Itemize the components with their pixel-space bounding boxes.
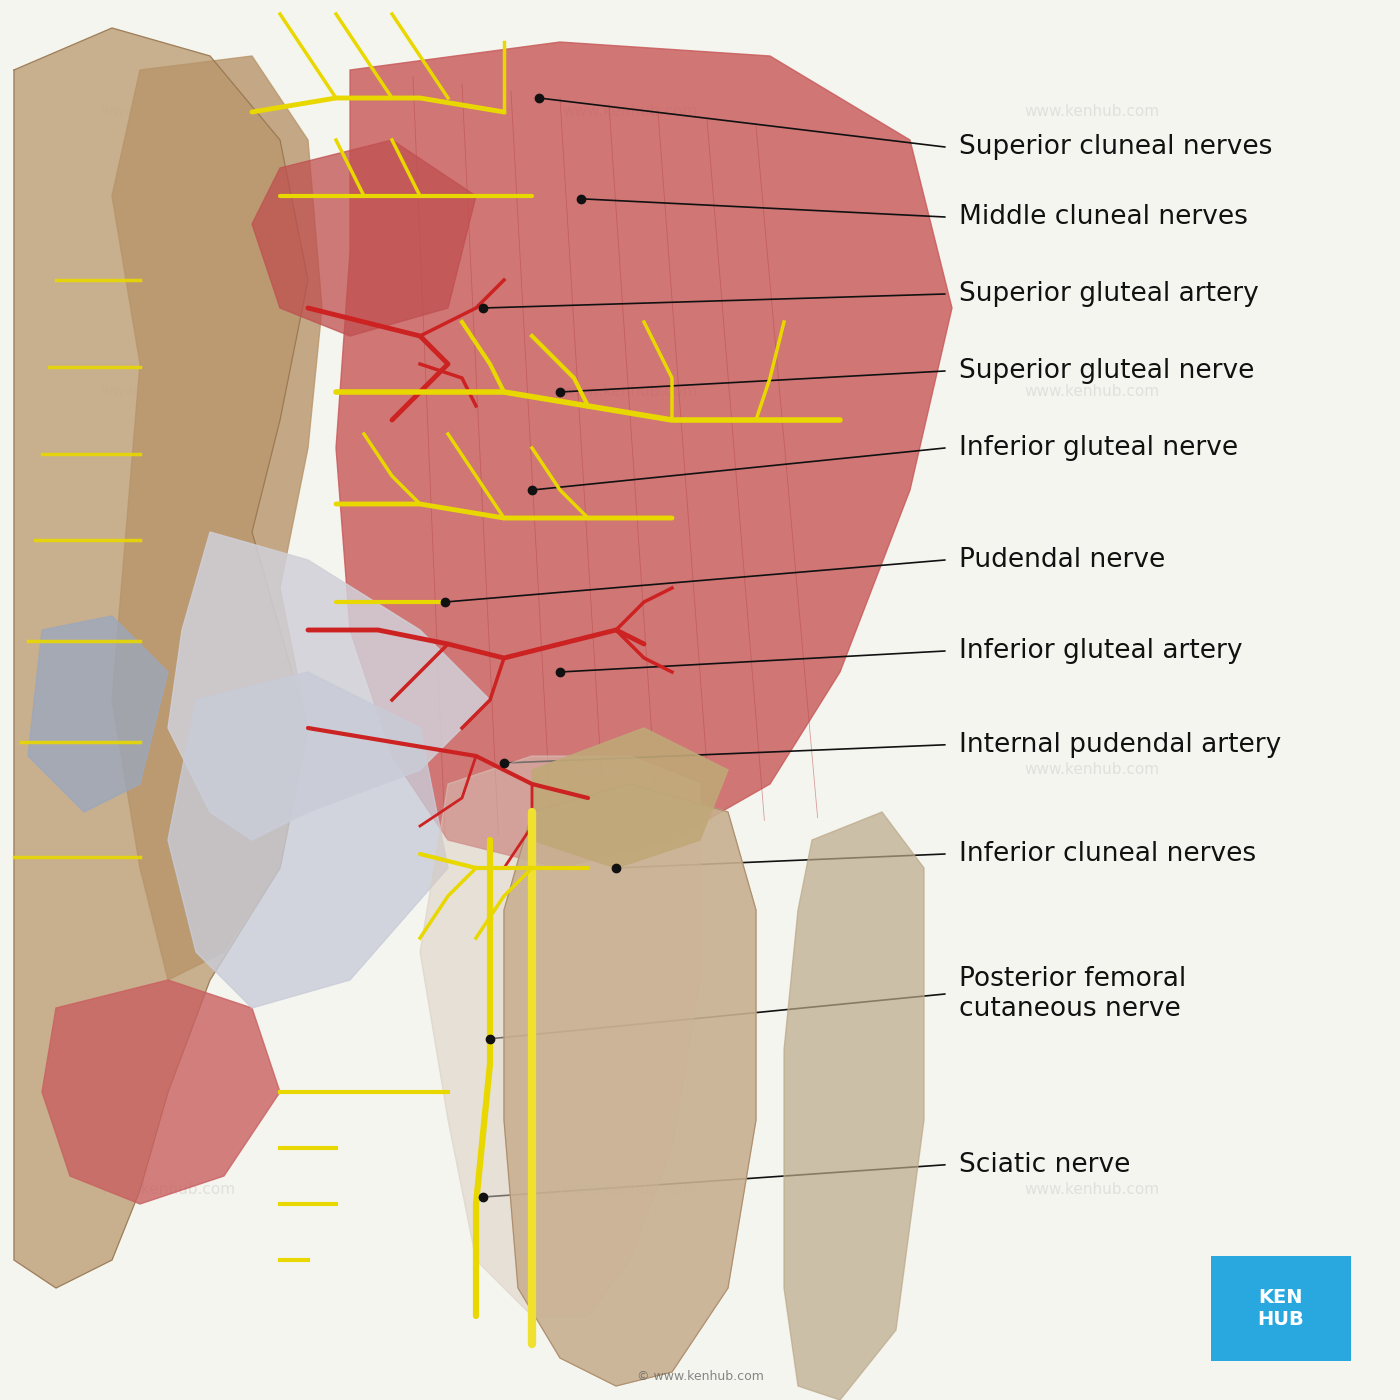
Polygon shape	[252, 140, 476, 336]
Polygon shape	[168, 672, 448, 1008]
Polygon shape	[532, 728, 728, 868]
Text: www.kenhub.com: www.kenhub.com	[101, 105, 235, 119]
Text: www.kenhub.com: www.kenhub.com	[563, 1183, 697, 1197]
Polygon shape	[14, 28, 308, 1288]
Polygon shape	[28, 616, 168, 812]
Text: www.kenhub.com: www.kenhub.com	[563, 763, 697, 777]
Text: Internal pudendal artery: Internal pudendal artery	[959, 732, 1281, 757]
Text: www.kenhub.com: www.kenhub.com	[101, 1183, 235, 1197]
Text: Middle cluneal nerves: Middle cluneal nerves	[959, 204, 1247, 230]
Text: Superior gluteal artery: Superior gluteal artery	[959, 281, 1259, 307]
Polygon shape	[784, 812, 924, 1400]
Text: www.kenhub.com: www.kenhub.com	[1025, 385, 1159, 399]
Text: www.kenhub.com: www.kenhub.com	[101, 763, 235, 777]
Text: Pudendal nerve: Pudendal nerve	[959, 547, 1165, 573]
Text: www.kenhub.com: www.kenhub.com	[1025, 105, 1159, 119]
Text: Inferior gluteal nerve: Inferior gluteal nerve	[959, 435, 1238, 461]
Text: Sciatic nerve: Sciatic nerve	[959, 1152, 1130, 1177]
Text: Superior cluneal nerves: Superior cluneal nerves	[959, 134, 1273, 160]
Text: KEN
HUB: KEN HUB	[1257, 1288, 1305, 1329]
Text: © www.kenhub.com: © www.kenhub.com	[637, 1371, 763, 1383]
Text: www.kenhub.com: www.kenhub.com	[1025, 1183, 1159, 1197]
Text: www.kenhub.com: www.kenhub.com	[1025, 763, 1159, 777]
Text: www.kenhub.com: www.kenhub.com	[101, 385, 235, 399]
Polygon shape	[168, 532, 490, 840]
Text: www.kenhub.com: www.kenhub.com	[563, 385, 697, 399]
Text: Inferior gluteal artery: Inferior gluteal artery	[959, 638, 1243, 664]
Polygon shape	[112, 56, 322, 980]
Polygon shape	[504, 784, 756, 1386]
FancyBboxPatch shape	[1211, 1256, 1351, 1361]
Polygon shape	[420, 756, 700, 1316]
Text: Posterior femoral
cutaneous nerve: Posterior femoral cutaneous nerve	[959, 966, 1186, 1022]
Text: www.kenhub.com: www.kenhub.com	[563, 105, 697, 119]
Text: Inferior cluneal nerves: Inferior cluneal nerves	[959, 841, 1256, 867]
Text: Superior gluteal nerve: Superior gluteal nerve	[959, 358, 1254, 384]
Polygon shape	[42, 980, 280, 1204]
Polygon shape	[336, 42, 952, 868]
